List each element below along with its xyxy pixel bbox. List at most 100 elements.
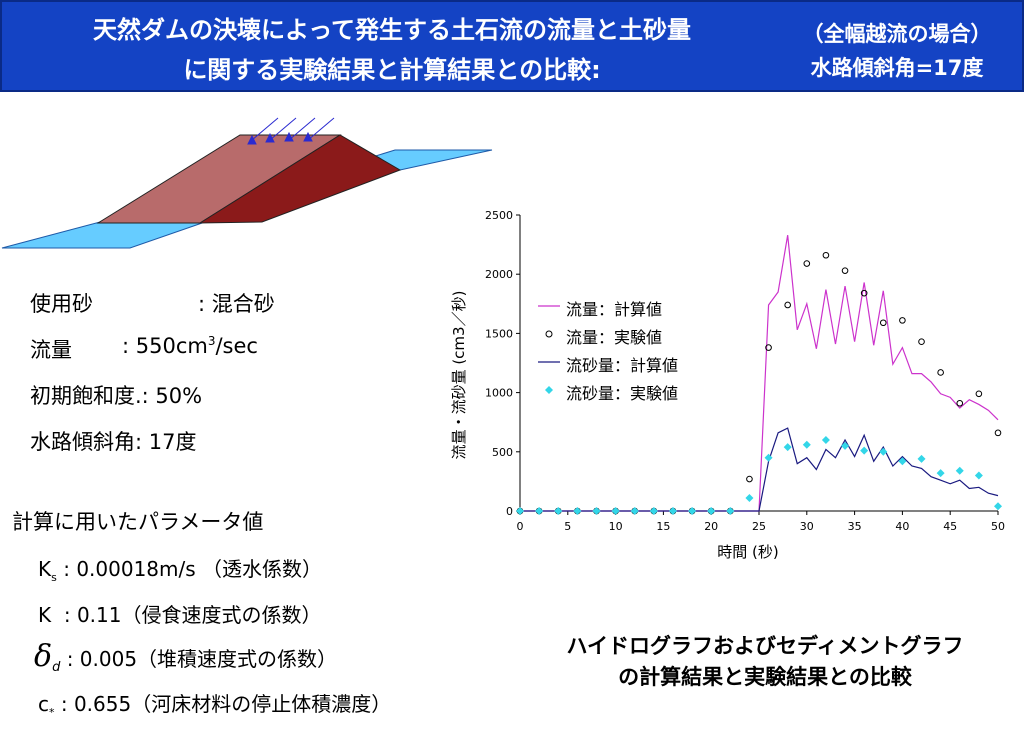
data-point	[918, 338, 925, 345]
series-2	[520, 427, 999, 512]
param-k-row: K : 0.11（侵食速度式の係数）	[38, 599, 321, 628]
data-point	[516, 507, 524, 515]
k-value: : 0.11（侵食速度式の係数）	[63, 603, 322, 627]
series-layer	[516, 235, 1002, 515]
axes: 0 500 1000 1500 2000 2500 0 5 10 15 20 25 30 35 40 45 50	[485, 209, 1005, 533]
y-tick-label: 2000	[485, 268, 513, 281]
flow-label: 流量	[30, 338, 72, 362]
y-tick-label: 2500	[485, 209, 513, 222]
hydrograph-chart: 0 500 1000 1500 2000 2500 0 5 10 15 20 25 30 35 40 45 50…	[450, 209, 1005, 561]
data-point	[937, 369, 944, 376]
dam-upstream-face	[198, 134, 402, 224]
data-point	[688, 507, 697, 515]
y-tick-label: 1000	[485, 387, 513, 400]
x-tick-label: 0	[517, 520, 524, 533]
title-line-1: 天然ダムの決壊によって発生する土石流の流量と土砂量	[92, 16, 692, 44]
data-point	[802, 440, 811, 449]
delta-symbol: δ	[34, 639, 53, 674]
data-point	[764, 453, 773, 462]
data-point	[956, 399, 964, 407]
data-point	[994, 429, 1002, 437]
caption-line-2: の計算結果と実験結果との比較	[618, 665, 912, 689]
data-point	[936, 469, 945, 478]
legend-swatch-sed-exp	[545, 386, 553, 394]
legend-label-flow-exp: 流量：実験値	[566, 328, 663, 347]
condition-line-2: 水路傾斜角=17度	[810, 56, 984, 80]
data-point	[630, 507, 639, 515]
y-tick-label: 500	[492, 446, 513, 459]
data-point	[803, 260, 811, 267]
x-tick-label: 10	[609, 520, 623, 533]
data-point	[784, 301, 791, 309]
data-point	[821, 435, 830, 444]
data-point	[994, 502, 1002, 511]
data-point	[668, 507, 677, 515]
data-point	[898, 457, 907, 466]
x-tick-label: 30	[800, 520, 814, 533]
inflow-arrows	[247, 117, 335, 145]
param-delta-row: δd : 0.005（堆積速度式の係数）	[34, 639, 337, 675]
ks-sub: s	[51, 571, 57, 584]
param-ks-row: Ks : 0.00018m/s （透水係数）	[38, 553, 322, 584]
c-value: : 0.655（河床材料の停止体積濃度）	[60, 692, 392, 716]
x-tick-label: 40	[895, 520, 909, 533]
data-point	[573, 507, 582, 515]
series-line	[520, 235, 999, 512]
data-point	[955, 466, 964, 475]
x-tick-label: 15	[656, 520, 670, 533]
ks-symbol: K	[38, 557, 52, 581]
sand-label: 使用砂	[30, 292, 93, 316]
flow-value: : 550cm	[122, 334, 208, 358]
data-point	[822, 251, 830, 259]
saturation: 初期飽和度.: 50%	[30, 384, 203, 408]
sand-value: : 混合砂	[198, 292, 275, 316]
data-point	[841, 441, 850, 450]
data-point	[554, 507, 563, 515]
caption-line-1: ハイドログラフおよびセディメントグラフ	[566, 634, 964, 658]
flow-sup: 3	[207, 334, 216, 348]
y-tick-label: 1500	[485, 327, 513, 340]
x-tick-label: 50	[991, 520, 1005, 533]
downstream-channel	[1, 221, 206, 249]
condition-line-1: （全幅越流の場合）	[802, 22, 992, 46]
ks-value: : 0.00018m/s （透水係数）	[63, 557, 323, 581]
title-banner: 天然ダムの決壊によって発生する土石流の流量と土砂量 に関する実験結果と計算結果と…	[0, 0, 1024, 92]
data-point	[535, 507, 544, 515]
data-point	[592, 507, 601, 515]
data-point	[860, 446, 869, 455]
data-point	[611, 507, 620, 515]
title-line-2: に関する実験結果と計算結果との比較:	[183, 56, 601, 84]
data-point	[841, 267, 849, 274]
params-heading: 計算に用いたパラメータ値	[12, 510, 264, 534]
k-symbol: K	[38, 603, 52, 627]
data-point	[917, 454, 926, 463]
flow-unit: /sec	[215, 334, 258, 358]
data-point	[899, 317, 906, 324]
data-point	[860, 289, 868, 297]
slope: 水路傾斜角: 17度	[30, 430, 197, 454]
data-point	[975, 390, 983, 398]
series-line	[520, 427, 999, 512]
series-0	[520, 235, 999, 512]
legend-swatch-flow-exp	[545, 330, 553, 338]
delta-value: : 0.005（堆積速度式の係数）	[66, 647, 338, 671]
data-point	[649, 507, 658, 515]
c-sub: *	[49, 706, 55, 719]
x-tick-label: 35	[848, 520, 862, 533]
data-point	[726, 507, 735, 515]
data-point	[745, 493, 754, 502]
legend-swatches	[538, 305, 560, 394]
data-point	[746, 475, 753, 483]
y-axis-label: 流量・流砂量 (cm3／秒)	[450, 291, 468, 460]
legend-label-flow-calc: 流量：計算値	[566, 300, 663, 319]
x-tick-label: 20	[704, 520, 718, 533]
y-tick-label: 0	[506, 505, 513, 518]
param-c-row: c* : 0.655（河床材料の停止体積濃度）	[38, 688, 391, 719]
data-point	[974, 471, 983, 480]
x-axis-label: 時間 (秒)	[717, 543, 778, 561]
data-point	[879, 319, 887, 327]
data-point	[879, 447, 888, 456]
data-point	[783, 443, 792, 452]
x-tick-label: 5	[564, 520, 571, 533]
data-point	[765, 344, 772, 351]
